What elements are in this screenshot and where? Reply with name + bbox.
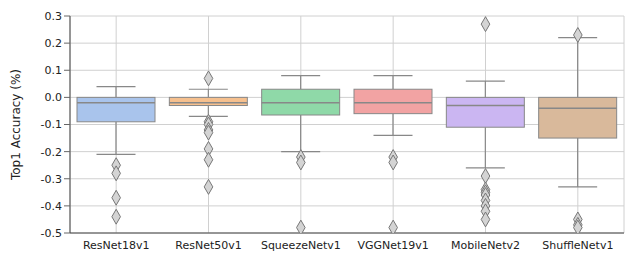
svg-text:-0.4: -0.4 (41, 200, 62, 213)
svg-text:Top1 Accuracy (%): Top1 Accuracy (%) (9, 69, 23, 181)
svg-text:0.3: 0.3 (45, 10, 63, 23)
svg-text:-0.5: -0.5 (41, 227, 62, 240)
svg-text:ResNet50v1: ResNet50v1 (175, 239, 241, 252)
svg-text:SqueezeNetv1: SqueezeNetv1 (261, 239, 341, 252)
svg-text:0.0: 0.0 (45, 91, 63, 104)
svg-text:ResNet18v1: ResNet18v1 (83, 239, 149, 252)
svg-text:0.2: 0.2 (45, 37, 63, 50)
svg-text:VGGNet19v1: VGGNet19v1 (357, 239, 428, 252)
svg-text:0.1: 0.1 (45, 64, 63, 77)
svg-text:-0.2: -0.2 (41, 146, 62, 159)
svg-text:ShuffleNetv1: ShuffleNetv1 (542, 239, 613, 252)
svg-text:-0.1: -0.1 (41, 118, 62, 131)
svg-text:-0.3: -0.3 (41, 173, 62, 186)
svg-text:MobileNetv2: MobileNetv2 (451, 239, 520, 252)
